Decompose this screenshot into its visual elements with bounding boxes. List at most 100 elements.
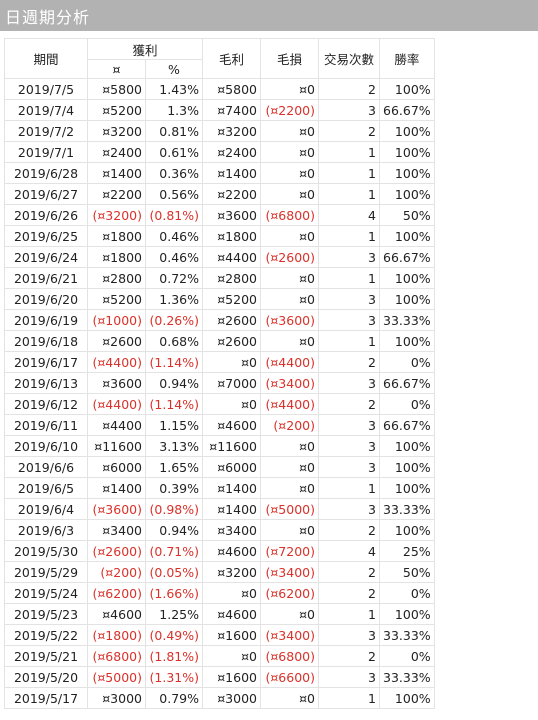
cell-profit-percent: (0.49%) — [145, 624, 203, 646]
cell-profit-percent: (0.71%) — [145, 540, 203, 562]
cell-win-rate: 100% — [379, 519, 435, 541]
cell-date: 2019/6/11 — [4, 414, 88, 436]
cell-win-rate: 0% — [379, 582, 435, 604]
cell-date: 2019/7/1 — [4, 141, 88, 163]
cell-profit-percent: 1.25% — [145, 603, 203, 625]
cell-gross-loss: ¤0 — [260, 162, 319, 184]
cell-profit-percent: 1.15% — [145, 414, 203, 436]
cell-date: 2019/5/20 — [4, 666, 88, 688]
cell-profit-percent: 0.68% — [145, 330, 203, 352]
header-period: 期間 — [4, 38, 88, 79]
cell-gross-loss: ¤0 — [260, 435, 319, 457]
cell-win-rate: 100% — [379, 687, 435, 709]
header-gross-profit: 毛利 — [202, 38, 261, 79]
cell-trades: 2 — [318, 582, 380, 604]
cell-profit-percent: (1.14%) — [145, 393, 203, 415]
cell-gross-profit: ¤7400 — [202, 99, 261, 121]
cell-trades: 2 — [318, 78, 380, 100]
cell-profit-amount: (¤3200) — [87, 204, 146, 226]
table-row: 2019/6/19 (¤1000) (0.26%) ¤2600 (¤3600) 3 33.3… — [4, 309, 435, 331]
header-profit-amount: ¤ — [87, 59, 146, 79]
cell-date: 2019/6/19 — [4, 309, 88, 331]
cell-profit-percent: 3.13% — [145, 435, 203, 457]
cell-gross-loss: (¤4400) — [260, 351, 319, 373]
cell-trades: 3 — [318, 498, 380, 520]
cell-gross-loss: ¤0 — [260, 288, 319, 310]
cell-gross-profit: ¤2200 — [202, 183, 261, 205]
cell-profit-amount: ¤2200 — [87, 183, 146, 205]
cell-profit-amount: ¤3400 — [87, 519, 146, 541]
cell-gross-loss: ¤0 — [260, 183, 319, 205]
header-profit-percent: % — [145, 59, 203, 79]
cell-gross-profit: ¤3200 — [202, 120, 261, 142]
table-row: 2019/6/25 ¤1800 0.46% ¤1800 ¤0 1 100% — [4, 225, 435, 247]
cell-gross-profit: ¤0 — [202, 645, 261, 667]
cell-date: 2019/6/24 — [4, 246, 88, 268]
daily-analysis-table: 期間 獲利 毛利 毛損 交易次數 勝率 ¤ % 2019/7/5 ¤5800 1.4… — [4, 38, 435, 709]
cell-gross-profit: ¤4600 — [202, 540, 261, 562]
cell-profit-percent: 0.46% — [145, 225, 203, 247]
cell-gross-loss: ¤0 — [260, 519, 319, 541]
table-row: 2019/6/12 (¤4400) (1.14%) ¤0 (¤4400) 2 0% — [4, 393, 435, 415]
cell-gross-profit: ¤4600 — [202, 603, 261, 625]
table-row: 2019/6/24 ¤1800 0.46% ¤4400 (¤2600) 3 66.67% — [4, 246, 435, 268]
cell-date: 2019/6/25 — [4, 225, 88, 247]
cell-win-rate: 100% — [379, 183, 435, 205]
cell-trades: 3 — [318, 309, 380, 331]
cell-gross-loss: ¤0 — [260, 456, 319, 478]
cell-trades: 4 — [318, 540, 380, 562]
cell-win-rate: 33.33% — [379, 666, 435, 688]
cell-profit-percent: (0.98%) — [145, 498, 203, 520]
cell-trades: 2 — [318, 645, 380, 667]
cell-gross-profit: ¤4600 — [202, 414, 261, 436]
cell-profit-percent: 0.79% — [145, 687, 203, 709]
cell-profit-amount: (¤200) — [87, 561, 146, 583]
cell-gross-profit: ¤0 — [202, 393, 261, 415]
table-header: 期間 獲利 毛利 毛損 交易次數 勝率 ¤ % — [4, 38, 435, 79]
cell-profit-amount: ¤2800 — [87, 267, 146, 289]
table-row: 2019/6/10 ¤11600 3.13% ¤11600 ¤0 3 100% — [4, 435, 435, 457]
cell-profit-amount: (¤1800) — [87, 624, 146, 646]
table-row: 2019/6/26 (¤3200) (0.81%) ¤3600 (¤6800) 4 50% — [4, 204, 435, 226]
cell-trades: 1 — [318, 603, 380, 625]
cell-gross-profit: ¤4400 — [202, 246, 261, 268]
cell-date: 2019/6/4 — [4, 498, 88, 520]
cell-trades: 3 — [318, 246, 380, 268]
cell-profit-percent: 1.43% — [145, 78, 203, 100]
table-row: 2019/7/2 ¤3200 0.81% ¤3200 ¤0 2 100% — [4, 120, 435, 142]
cell-profit-percent: 1.3% — [145, 99, 203, 121]
table-row: 2019/5/30 (¤2600) (0.71%) ¤4600 (¤7200) 4 25% — [4, 540, 435, 562]
cell-profit-amount: (¤2600) — [87, 540, 146, 562]
cell-gross-loss: (¤6800) — [260, 204, 319, 226]
cell-date: 2019/6/17 — [4, 351, 88, 373]
cell-trades: 3 — [318, 666, 380, 688]
cell-profit-percent: (0.26%) — [145, 309, 203, 331]
cell-profit-amount: (¤4400) — [87, 351, 146, 373]
cell-gross-loss: ¤0 — [260, 603, 319, 625]
cell-gross-profit: ¤1600 — [202, 666, 261, 688]
cell-gross-profit: ¤5800 — [202, 78, 261, 100]
cell-date: 2019/5/23 — [4, 603, 88, 625]
table-body: 2019/7/5 ¤5800 1.43% ¤5800 ¤0 2 100% 2019/7/4 ¤5… — [4, 78, 435, 709]
cell-profit-amount: (¤1000) — [87, 309, 146, 331]
cell-profit-amount: (¤3600) — [87, 498, 146, 520]
cell-gross-loss: (¤3400) — [260, 561, 319, 583]
cell-trades: 1 — [318, 225, 380, 247]
cell-date: 2019/6/26 — [4, 204, 88, 226]
table-row: 2019/6/21 ¤2800 0.72% ¤2800 ¤0 1 100% — [4, 267, 435, 289]
cell-win-rate: 0% — [379, 645, 435, 667]
cell-profit-amount: ¤3000 — [87, 687, 146, 709]
table-row: 2019/6/5 ¤1400 0.39% ¤1400 ¤0 1 100% — [4, 477, 435, 499]
cell-win-rate: 100% — [379, 603, 435, 625]
cell-win-rate: 100% — [379, 288, 435, 310]
cell-gross-loss: (¤2200) — [260, 99, 319, 121]
cell-profit-percent: 0.94% — [145, 372, 203, 394]
cell-profit-amount: (¤5000) — [87, 666, 146, 688]
cell-date: 2019/6/20 — [4, 288, 88, 310]
cell-profit-amount: ¤4600 — [87, 603, 146, 625]
cell-gross-loss: (¤5000) — [260, 498, 319, 520]
cell-date: 2019/6/28 — [4, 162, 88, 184]
cell-profit-percent: (1.81%) — [145, 645, 203, 667]
page-title: 日週期分析 — [5, 7, 91, 27]
cell-profit-amount: ¤5200 — [87, 99, 146, 121]
